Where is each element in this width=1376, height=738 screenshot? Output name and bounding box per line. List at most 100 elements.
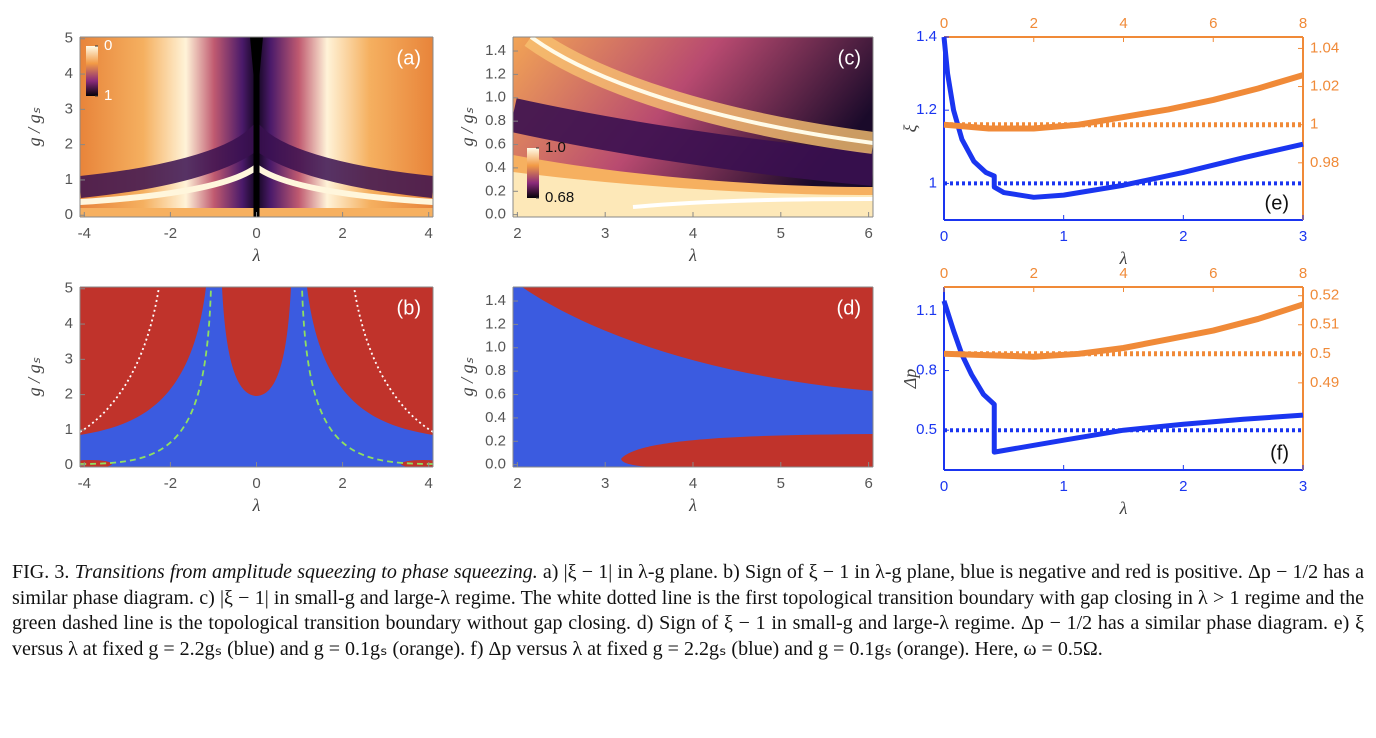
y-axis-label: g / gₛ [24,107,44,146]
y-tick-label: 0 [65,456,73,473]
x-axis-label: λ [252,495,261,515]
x2-tick-label: 2 [1030,15,1038,32]
colorbar [527,148,539,198]
panel-title: (d) [837,297,861,319]
y-tick-label: 0.8 [485,362,506,379]
x2-tick-label: 6 [1209,15,1217,32]
x-tick-label: 0 [252,225,260,242]
figure: -4 -2 0 2 4 0 1 2 3 4 5 λ g / gₛ (a) 0 1 -4 -2 0 2 4 0 1 2 3 4 5 λ g… [24,15,1339,518]
x-tick-label: 5 [777,225,785,242]
x-tick-label: 2 [338,475,346,492]
x-tick-label: 3 [601,225,609,242]
y-tick-label: 0 [65,206,73,223]
caption-text: a) |ξ − 1| in λ-g plane. b) Sign of ξ − … [12,561,1365,660]
phase-diagram-d [513,287,873,467]
x-tick-label: 3 [601,475,609,492]
x-tick-label: 2 [513,475,521,492]
y-axis-label: ξ [900,124,920,132]
x-tick-label: -4 [78,225,91,242]
y-tick-label: 1 [65,171,73,188]
y-tick-label: 0.8 [916,362,937,379]
y-tick-label: 0.4 [485,409,506,426]
y-tick-label: 4 [65,65,73,82]
y-axis-label: g / gₛ [24,357,44,396]
y-tick-label: 1.0 [485,89,506,106]
data-line [941,300,1304,455]
x-tick-label: 1 [1059,478,1067,495]
y-tick-label: 4 [65,315,73,332]
y-tick-label: 0.2 [485,432,506,449]
panel-title: (c) [838,47,861,69]
y2-tick-label: 1 [1310,116,1318,133]
x-tick-label: -4 [78,475,91,492]
phase-diagram-b [80,287,433,467]
panel-title: (b) [397,297,421,319]
x-tick-label: -2 [164,475,177,492]
heatmap-a [80,37,433,217]
x-axis-label: λ [1119,498,1128,518]
colorbar-tick-label: 1 [104,87,112,104]
y2-tick-label: 0.98 [1310,154,1339,171]
y-axis-label: Δp [900,369,920,390]
y-tick-label: 0.4 [485,159,506,176]
y-tick-label: 1.1 [916,302,937,319]
x-tick-label: 3 [1299,478,1307,495]
y-tick-label: 0.6 [485,136,506,153]
y-tick-label: 0.8 [485,112,506,129]
x-axis-label: λ [1119,248,1128,268]
x2-tick-label: 2 [1030,265,1038,282]
x-tick-label: -2 [164,225,177,242]
x-tick-label: 0 [940,478,948,495]
y-tick-label: 3 [65,100,73,117]
x-tick-label: 2 [1179,228,1187,245]
panel-title: (e) [1265,192,1289,214]
y-tick-label: 2 [65,386,73,403]
colorbar-tick-label: 0 [104,37,112,54]
caption-title: Transitions from amplitude squeezing to … [74,561,538,583]
y-axis-label: g / gₛ [457,357,477,396]
y-tick-label: 0.2 [485,182,506,199]
y-tick-label: 1 [65,421,73,438]
colorbar-tick-label: 1.0 [545,139,566,156]
caption: FIG. 3. Transitions from amplitude squee… [12,560,1364,662]
y-tick-label: 1.4 [485,42,506,59]
x-tick-label: 0 [940,228,948,245]
x2-tick-label: 0 [940,265,948,282]
y-tick-label: 5 [65,280,73,297]
colorbar-tick-label: 0.68 [545,189,574,206]
x2-tick-label: 0 [940,15,948,32]
x-tick-label: 1 [1059,228,1067,245]
y-axis-label: g / gₛ [457,107,477,146]
x-axis-label: λ [688,495,697,515]
x-tick-label: 2 [338,225,346,242]
x2-tick-label: 8 [1299,265,1307,282]
heatmap-c [513,37,873,217]
y-tick-label: 1.2 [916,101,937,118]
x-tick-label: 4 [425,475,433,492]
x-tick-label: 4 [689,475,697,492]
y-tick-label: 1.2 [485,65,506,82]
y-tick-label: 0.5 [916,421,937,438]
y2-tick-label: 1.04 [1310,39,1339,56]
y-tick-label: 1.4 [485,292,506,309]
y-tick-label: 2 [65,136,73,153]
y-tick-label: 3 [65,350,73,367]
x2-tick-label: 6 [1209,265,1217,282]
colorbar [86,46,98,96]
y2-tick-label: 0.5 [1310,345,1331,362]
data-line [941,36,1304,200]
x2-tick-label: 4 [1119,265,1127,282]
y-tick-label: 0.0 [485,456,506,473]
x-tick-label: 4 [689,225,697,242]
panel-title: (a) [397,47,421,69]
y-tick-label: 1.4 [916,28,937,45]
x-tick-label: 0 [252,475,260,492]
x-axis-label: λ [252,245,261,265]
x2-tick-label: 4 [1119,15,1127,32]
y2-tick-label: 0.52 [1310,287,1339,304]
x-tick-label: 6 [864,475,872,492]
y-tick-label: 1.2 [485,315,506,332]
data-line [943,301,1304,360]
y2-tick-label: 0.51 [1310,316,1339,333]
